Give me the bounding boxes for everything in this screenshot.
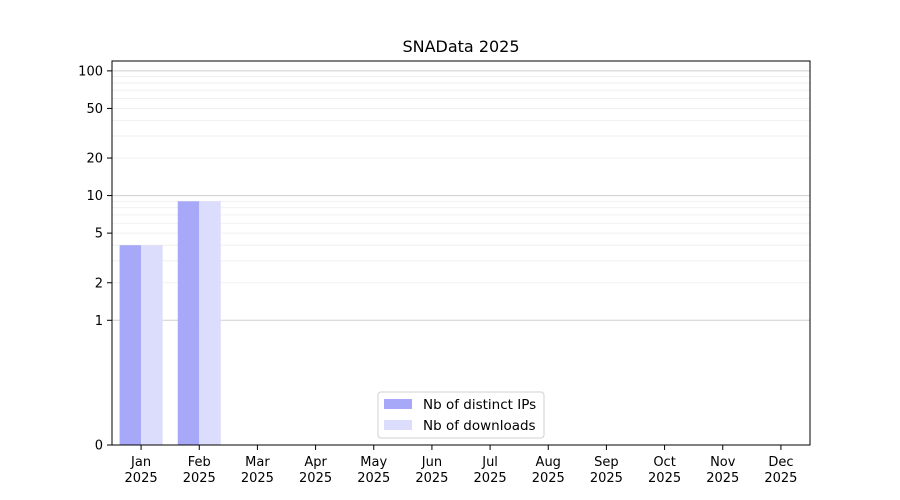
x-tick-label-month: Mar — [245, 455, 270, 470]
y-tick-label: 20 — [86, 152, 103, 167]
x-tick-label-month: Jan — [130, 455, 151, 470]
x-tick-label-year: 2025 — [474, 471, 507, 486]
legend: Nb of distinct IPs Nb of downloads — [377, 391, 545, 439]
x-tick-label-year: 2025 — [706, 471, 739, 486]
y-tick-label: 10 — [86, 189, 103, 204]
y-tick-label: 1 — [95, 314, 103, 329]
grid-lines — [112, 70, 810, 321]
x-tick-label-month: Feb — [188, 455, 211, 470]
x-tick-label-month: May — [360, 455, 387, 470]
x-tick-label-month: Aug — [536, 455, 561, 470]
x-tick-label-month: Oct — [653, 455, 675, 470]
legend-label: Nb of distinct IPs — [423, 397, 536, 413]
bars — [119, 201, 221, 445]
y-tick-label: 100 — [78, 64, 103, 79]
x-tick-label-year: 2025 — [183, 471, 216, 486]
legend-swatch — [384, 399, 412, 409]
legend-label: Nb of downloads — [423, 418, 536, 434]
x-tick-label-year: 2025 — [764, 471, 797, 486]
x-tick-label-year: 2025 — [357, 471, 390, 486]
chart-title: SNAData 2025 — [402, 37, 519, 56]
x-tick-label-year: 2025 — [590, 471, 623, 486]
axes: 0125102050100Jan2025Feb2025Mar2025Apr202… — [78, 60, 811, 486]
x-tick-label-month: Jun — [421, 455, 442, 470]
bar-nb-of-downloads-feb — [199, 201, 221, 445]
bar-nb-of-downloads-jan — [141, 245, 163, 445]
x-tick-label-year: 2025 — [415, 471, 448, 486]
x-tick-label-month: Sep — [594, 455, 619, 470]
x-tick-label-year: 2025 — [532, 471, 565, 486]
x-tick-label-month: Apr — [304, 455, 327, 470]
plot-frame — [111, 60, 811, 446]
x-tick-label-year: 2025 — [125, 471, 158, 486]
x-tick-label-month: Dec — [768, 455, 793, 470]
bar-nb-of-distinct-ips-feb — [177, 201, 200, 445]
legend-box — [377, 391, 545, 439]
y-tick-label: 0 — [95, 439, 103, 454]
y-tick-label: 50 — [86, 102, 103, 117]
x-tick-label-year: 2025 — [241, 471, 274, 486]
x-tick-label-year: 2025 — [648, 471, 681, 486]
x-tick-label-year: 2025 — [299, 471, 332, 486]
legend-swatch — [384, 420, 412, 430]
bar-nb-of-distinct-ips-jan — [119, 245, 142, 445]
x-tick-label-month: Jul — [481, 455, 498, 470]
y-tick-label: 5 — [95, 227, 103, 242]
y-tick-label: 2 — [95, 276, 103, 291]
x-tick-label-month: Nov — [710, 455, 736, 470]
